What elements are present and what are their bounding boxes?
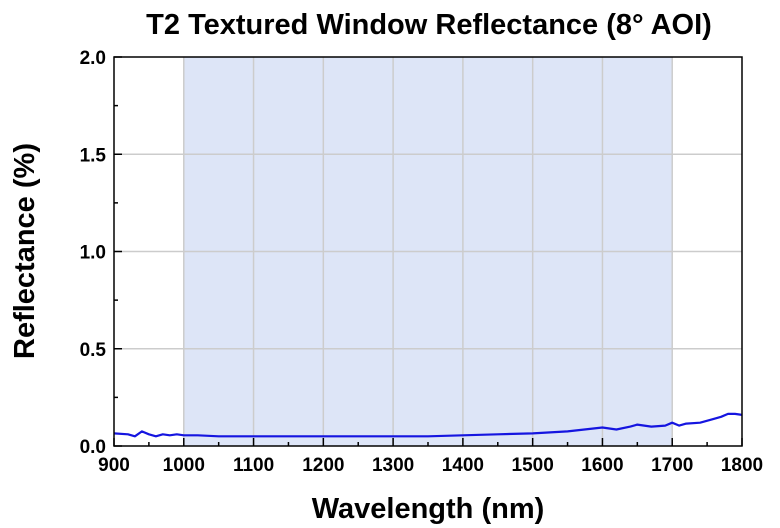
chart-title: T2 Textured Window Reflectance (8° AOI): [146, 9, 712, 41]
y-tick-label: 2.0: [80, 48, 106, 69]
x-tick-label: 1600: [581, 455, 623, 476]
plot-frame: [113, 56, 743, 447]
y-tick-label: 0.5: [80, 340, 107, 361]
x-tick-label: 1700: [651, 455, 693, 476]
x-tick-label: 900: [98, 455, 130, 476]
y-tick-label: 1.0: [80, 243, 106, 264]
x-tick-label: 1400: [442, 455, 484, 476]
x-tick-label: 1000: [163, 455, 205, 476]
y-axis-label: Reflectance (%): [9, 143, 41, 359]
x-axis-label: Wavelength (nm): [312, 493, 545, 525]
x-tick-label: 1200: [302, 455, 344, 476]
y-tick-label: 1.5: [80, 145, 107, 166]
x-tick-label: 1500: [512, 455, 554, 476]
y-tick-label: 0.0: [80, 437, 106, 458]
x-tick-label: 1300: [372, 455, 414, 476]
x-tick-label: 1800: [721, 455, 763, 476]
x-tick-label: 1100: [233, 455, 274, 476]
reflectance-series-line: [113, 412, 743, 438]
